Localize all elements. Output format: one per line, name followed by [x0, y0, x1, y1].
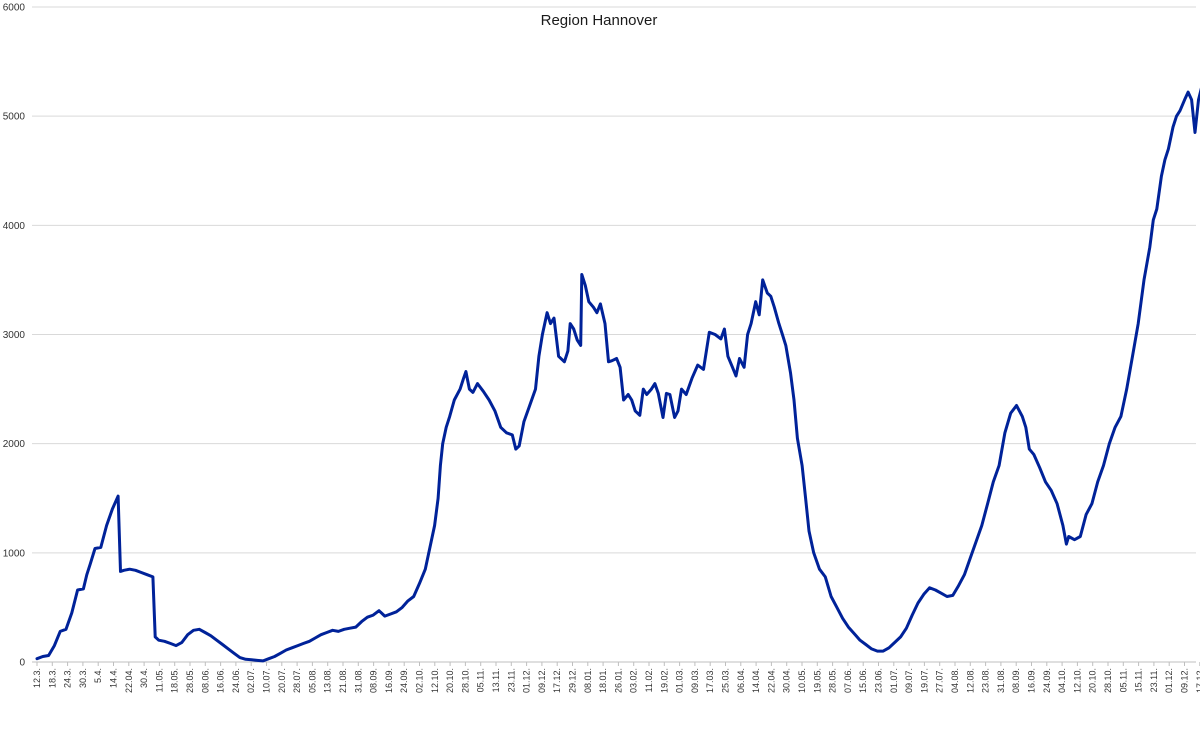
- x-tick-label: 5.4.: [93, 668, 103, 683]
- x-tick-label: 16.06.: [216, 668, 226, 693]
- y-tick-label: 3000: [3, 330, 26, 341]
- y-tick-label: 4000: [3, 221, 26, 232]
- x-tick-label: 02.10.: [415, 668, 425, 693]
- x-tick-label: 17.12.: [1195, 668, 1200, 693]
- y-axis-tick-labels: 0 1000 2000 3000 4000 5000 6000: [3, 3, 26, 669]
- x-axis-tick-labels: 12.3. 18.3. 24.3. 30.3. 5.4. 14.4. 22.04. 30.4.…: [32, 662, 1200, 693]
- y-tick-label: 0: [19, 658, 25, 669]
- x-tick-label: 24.06.: [231, 668, 241, 693]
- x-tick-label: 27.07.: [935, 668, 945, 693]
- x-tick-label: 09.07.: [904, 668, 914, 693]
- x-tick-label: 20.07.: [277, 668, 287, 693]
- series-line-0: [35, 87, 1200, 663]
- x-tick-label: 14.04.: [751, 668, 761, 693]
- x-tick-label: 19.05.: [812, 668, 822, 693]
- x-tick-label: 10.05.: [797, 668, 807, 693]
- x-tick-label: 30.3.: [78, 668, 88, 688]
- x-tick-label: 23.06.: [874, 668, 884, 693]
- chart-title: Region Hannover: [541, 12, 658, 29]
- x-tick-label: 14.4.: [109, 668, 119, 688]
- x-tick-label: 21.08.: [338, 668, 348, 693]
- x-tick-label: 13.11.: [491, 668, 501, 692]
- x-tick-label: 12.10.: [430, 668, 440, 693]
- x-tick-label: 17.12.: [552, 668, 562, 693]
- x-tick-label: 01.07.: [889, 668, 899, 693]
- x-tick-label: 28.05.: [185, 668, 195, 693]
- x-tick-label: 09.12.: [1180, 668, 1190, 693]
- x-tick-label: 02.07.: [246, 668, 256, 693]
- x-tick-label: 16.09.: [1027, 668, 1037, 693]
- x-tick-label: 16.09.: [384, 668, 394, 693]
- x-tick-label: 30.04.: [782, 668, 792, 693]
- x-tick-label: 13.08.: [323, 668, 333, 693]
- x-tick-label: 05.11.: [476, 668, 486, 692]
- x-tick-label: 05.11.: [1118, 668, 1128, 692]
- x-tick-label: 28.10.: [460, 668, 470, 693]
- x-tick-label: 18.3.: [47, 668, 57, 688]
- x-tick-label: 25.03.: [721, 668, 731, 693]
- x-tick-label: 20.10.: [1088, 668, 1098, 693]
- x-tick-label: 20.10.: [445, 668, 455, 693]
- x-tick-label: 09.12.: [537, 668, 547, 693]
- x-tick-label: 01.12.: [522, 668, 532, 693]
- x-tick-label: 15.06.: [858, 668, 868, 693]
- x-tick-label: 28.07.: [292, 668, 302, 693]
- x-tick-label: 17.03.: [705, 668, 715, 693]
- x-tick-label: 09.03.: [690, 668, 700, 693]
- gridlines: [32, 6, 1196, 554]
- x-tick-label: 01.03.: [675, 668, 685, 693]
- x-tick-label: 11.02.: [644, 668, 654, 692]
- x-tick-label: 03.02.: [629, 668, 639, 693]
- x-tick-label: 22.04.: [766, 668, 776, 693]
- y-tick-label: 5000: [3, 112, 26, 123]
- x-tick-label: 19.02.: [659, 668, 669, 693]
- x-tick-label: 29.12.: [568, 668, 578, 693]
- x-tick-label: 06.04.: [736, 668, 746, 693]
- x-tick-label: 24.3.: [63, 668, 73, 688]
- y-tick-label: 2000: [3, 439, 26, 450]
- x-tick-label: 24.09.: [399, 668, 409, 693]
- x-tick-label: 23.08.: [981, 668, 991, 693]
- x-tick-label: 12.10.: [1072, 668, 1082, 693]
- x-tick-label: 11.05.: [154, 668, 164, 692]
- x-tick-label: 04.10.: [1057, 668, 1067, 693]
- y-tick-label: 6000: [3, 3, 26, 14]
- x-tick-label: 12.08.: [965, 668, 975, 693]
- series-group: [35, 87, 1200, 663]
- x-tick-label: 24.09.: [1042, 668, 1052, 693]
- x-tick-label: 31.08.: [996, 668, 1006, 693]
- x-tick-label: 12.3.: [32, 668, 42, 688]
- y-tick-label: 1000: [3, 548, 26, 559]
- x-tick-label: 18.05.: [170, 668, 180, 693]
- x-tick-label: 19.07.: [919, 668, 929, 693]
- x-tick-label: 30.4.: [139, 668, 149, 688]
- x-tick-label: 28.05.: [828, 668, 838, 693]
- x-tick-label: 23.11.: [1149, 668, 1159, 692]
- x-tick-label: 08.09.: [1011, 668, 1021, 693]
- x-tick-label: 08.09.: [369, 668, 379, 693]
- x-tick-label: 08.01.: [583, 668, 593, 693]
- x-tick-label: 15.11.: [1134, 668, 1144, 692]
- x-tick-label: 08.06.: [200, 668, 210, 693]
- x-tick-label: 23.11.: [506, 668, 516, 692]
- x-tick-label: 26.01.: [613, 668, 623, 693]
- x-tick-label: 01.12.: [1164, 668, 1174, 693]
- x-tick-label: 28.10.: [1103, 668, 1113, 693]
- x-tick-label: 05.08.: [307, 668, 317, 693]
- x-tick-label: 31.08.: [353, 668, 363, 693]
- x-tick-label: 10.07.: [262, 668, 272, 693]
- x-tick-label: 18.01.: [598, 668, 608, 693]
- x-tick-label: 07.06.: [843, 668, 853, 693]
- x-tick-label: 22.04.: [124, 668, 134, 693]
- x-tick-label: 04.08.: [950, 668, 960, 693]
